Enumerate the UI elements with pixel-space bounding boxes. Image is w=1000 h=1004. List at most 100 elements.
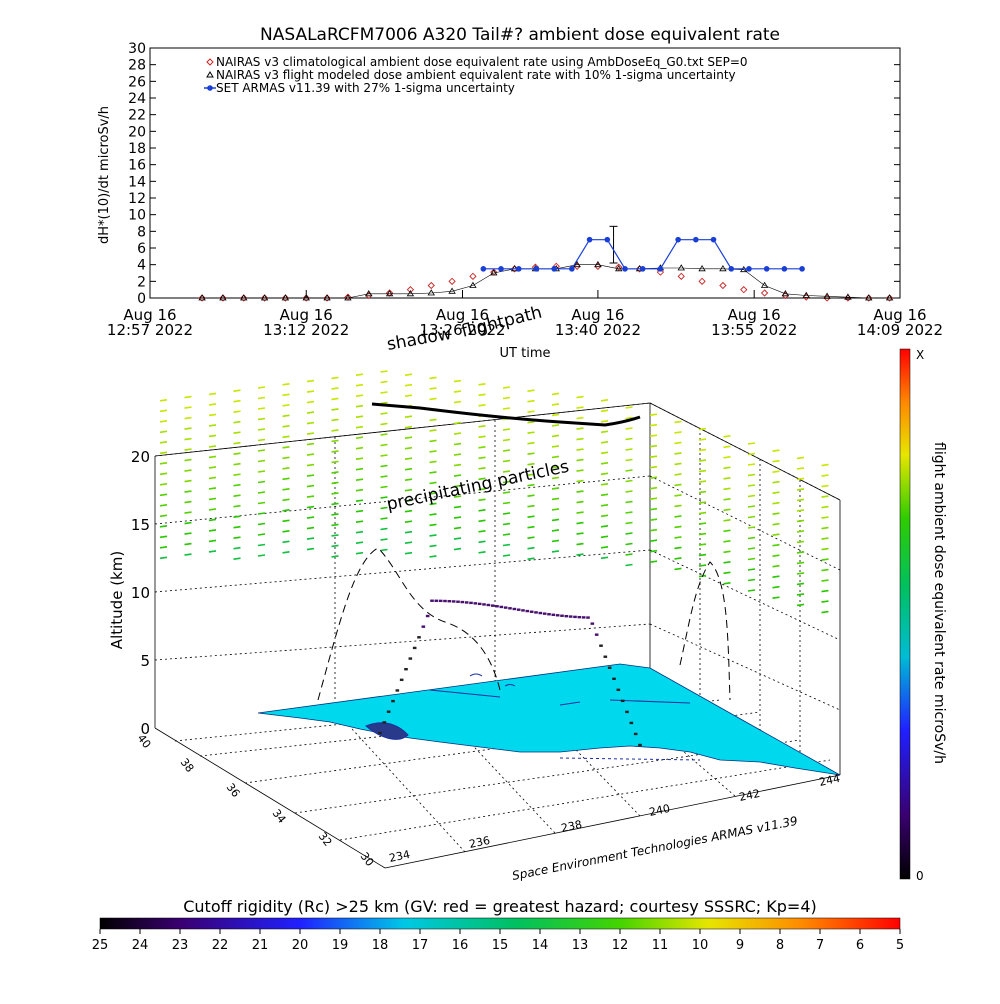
- cutoff-rigidity-surface: [257, 663, 841, 776]
- particle-dash: [159, 399, 168, 402]
- particle-dash: [478, 425, 486, 428]
- armas-profile-point: [508, 607, 512, 610]
- particle-dash: [625, 427, 633, 430]
- particle-dash: [184, 406, 192, 409]
- particle-dash: [306, 379, 315, 383]
- particle-dash: [208, 445, 217, 448]
- particle-dash: [674, 546, 682, 550]
- particle-dash: [429, 376, 437, 380]
- lon-tick-label: 242: [738, 787, 761, 804]
- armas-profile-point: [447, 600, 452, 603]
- armas-profile-point: [391, 699, 395, 703]
- particle-dash: [674, 515, 682, 518]
- particle-dash: [404, 520, 413, 523]
- legend: NAIRAS v3 climatological ambient dose eq…: [204, 55, 748, 95]
- armas-profile-point: [577, 615, 582, 619]
- nairas-climatological-point: [677, 272, 685, 280]
- armas-profile-point: [378, 731, 382, 735]
- particle-dash: [282, 551, 290, 554]
- particle-dash: [625, 469, 633, 472]
- particle-dash: [429, 397, 437, 401]
- armas-profile-point: [547, 613, 551, 616]
- back-wall-grid: [154, 402, 841, 775]
- nairas-flight-model-point: [260, 294, 269, 301]
- particle-dash: [306, 526, 315, 530]
- particle-dash: [478, 456, 486, 460]
- cutoff-tick-label: 10: [692, 938, 709, 953]
- particle-dash: [380, 538, 388, 541]
- particle-dash: [159, 556, 168, 560]
- nairas-flight-model-point: [240, 294, 248, 301]
- particle-dash: [576, 448, 584, 451]
- armas-profile-point: [516, 608, 521, 611]
- cutoff-tick-label: 19: [332, 938, 349, 953]
- particle-dash: [331, 523, 339, 527]
- armas-profile-point: [438, 599, 443, 603]
- particle-dash: [527, 452, 535, 455]
- particle-dash: [208, 497, 217, 501]
- particle-dash: [159, 525, 168, 528]
- armas-point: [799, 266, 805, 272]
- particle-dash: [747, 578, 756, 582]
- particle-dash: [159, 514, 168, 518]
- particle-dash: [404, 425, 413, 429]
- particle-dash: [478, 383, 486, 386]
- y-tick-label: 0: [137, 291, 146, 307]
- particle-dash: [796, 551, 805, 554]
- particle-dash: [747, 568, 756, 571]
- x-tick-label-date: Aug 16: [873, 306, 926, 324]
- particle-dash: [698, 438, 707, 441]
- particle-dash: [282, 456, 290, 460]
- particle-dash: [306, 390, 315, 393]
- particle-dash: [698, 427, 707, 431]
- nairas-flight-model-point: [781, 290, 790, 297]
- particle-dash: [551, 434, 560, 438]
- armas-point: [693, 236, 699, 243]
- particle-dash: [649, 476, 658, 479]
- particle-dash: [331, 439, 339, 443]
- cutoff-tick-label: 15: [492, 938, 509, 953]
- particle-dash: [306, 421, 315, 425]
- particle-dash: [625, 458, 633, 462]
- particle-dash: [208, 403, 217, 406]
- legend-label: NAIRAS v3 climatological ambient dose eq…: [216, 55, 748, 69]
- armas-profile-point: [477, 602, 482, 606]
- particle-dash: [380, 527, 388, 531]
- particle-dash: [674, 452, 682, 455]
- atmosphere-3d-plot: 0 5 10 15 20 Altitude (km) 40 38 36 34 3…: [108, 303, 841, 883]
- particle-dash: [233, 399, 241, 403]
- particle-dash: [600, 462, 609, 465]
- particle-dash: [331, 450, 339, 453]
- particle-dash: [233, 515, 241, 518]
- particle-dash: [551, 466, 560, 469]
- y-tick-label: 20: [128, 124, 146, 140]
- particle-dash: [649, 413, 658, 416]
- particle-dash: [576, 500, 584, 504]
- particle-dash: [184, 490, 192, 493]
- particle-dash: [282, 477, 290, 481]
- nairas-flight-model-point: [802, 291, 810, 298]
- particle-dash: [527, 462, 535, 466]
- y-tick-label: 4: [137, 258, 146, 274]
- armas-profile-point: [490, 604, 495, 607]
- particle-dash: [625, 490, 633, 493]
- top-plot-frame: [149, 47, 901, 299]
- particle-dash: [576, 511, 584, 514]
- particle-dash: [380, 412, 388, 415]
- cutoff-tick-label: 8: [776, 938, 784, 953]
- particle-dash: [772, 459, 780, 463]
- particle-dash: [821, 484, 829, 488]
- particle-dash: [527, 536, 535, 539]
- particle-dash: [576, 479, 584, 483]
- armas-profile-point: [464, 601, 469, 604]
- particle-dash: [576, 406, 584, 409]
- x-tick-label-date: Aug 16: [728, 306, 781, 324]
- particle-dash: [306, 516, 315, 519]
- colorbar-bottom-label: 0: [916, 869, 924, 883]
- particle-dash: [355, 415, 364, 418]
- nairas-climatological-point: [448, 277, 456, 285]
- particle-dash: [600, 399, 609, 402]
- particle-dash: [478, 446, 486, 449]
- x-axis-label: UT time: [500, 346, 551, 361]
- y-tick-label: 22: [128, 108, 146, 124]
